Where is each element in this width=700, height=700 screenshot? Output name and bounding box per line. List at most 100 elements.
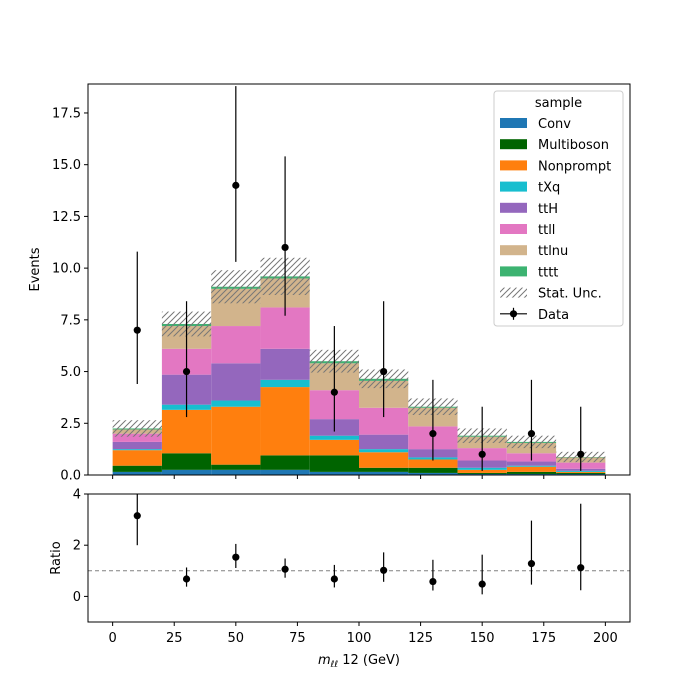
legend-item: ttll [500, 223, 555, 238]
data-point [182, 367, 191, 376]
legend-item: Stat. Unc. [500, 287, 602, 302]
legend-label: Nonprompt [538, 159, 611, 174]
bar-segment [457, 473, 507, 475]
x-tick-label: 125 [408, 631, 433, 646]
ratio-point [429, 577, 437, 586]
stat-unc-band [211, 270, 261, 304]
bar-segment [556, 472, 606, 474]
legend-label: Stat. Unc. [538, 287, 602, 302]
bar-segment [211, 464, 261, 470]
x-tick-label: 100 [347, 631, 372, 646]
legend-item: Conv [500, 117, 571, 132]
data-point [232, 181, 240, 189]
ratio-y-tick-label: 2 [73, 539, 81, 554]
bar-segment [260, 348, 310, 380]
bar-segment [309, 455, 359, 472]
legend-label: tXq [538, 181, 560, 196]
ratio-point [281, 565, 289, 573]
y-tick-label: 12.5 [52, 210, 81, 225]
y-tick-label: 7.5 [60, 313, 81, 328]
x-tick-label: 150 [470, 631, 495, 646]
data-point [380, 367, 388, 376]
bar-segment [408, 459, 458, 468]
data-point [281, 243, 289, 252]
bar-segment [161, 453, 212, 470]
legend-item: tttt [500, 265, 558, 280]
bar-segment [112, 450, 162, 466]
bar-segment [506, 461, 557, 466]
data-point [330, 388, 338, 396]
bar-segment [112, 465, 162, 472]
ratio-point [133, 512, 141, 520]
y-tick-label: 5.0 [60, 365, 81, 380]
ratio-point [182, 575, 191, 583]
bar-segment [457, 469, 507, 473]
legend-label: Conv [538, 117, 571, 132]
ratio-point [527, 560, 536, 568]
bar-segment [211, 326, 261, 364]
ratio-y-tick-label: 0 [73, 590, 81, 605]
data-point [527, 430, 536, 438]
legend-item: tXq [500, 181, 560, 196]
ratio-y-axis-title: Ratio [49, 541, 64, 574]
y-tick-label: 17.5 [52, 106, 81, 121]
y-tick-label: 2.5 [60, 417, 81, 432]
bar-segment [309, 435, 359, 440]
bar-segment [506, 466, 557, 472]
legend-label: ttll [538, 223, 555, 238]
ratio-plot: 0 2 4 0 25 50 75 100 125 150 175 200 Ratio mℓℓ 12 (Ge… [49, 488, 631, 670]
y-tick-label: 10.0 [52, 262, 81, 277]
bar-segment [506, 473, 557, 475]
bar-segment [309, 439, 359, 456]
y-tick-label: 0.0 [60, 469, 81, 484]
legend-swatch [500, 139, 527, 150]
bar-segment [112, 433, 162, 442]
x-axis-title: mℓℓ 12 (GeV) [318, 653, 400, 670]
series-multiboson [112, 453, 606, 474]
legend-swatch [500, 181, 527, 192]
series-conv [112, 469, 606, 475]
legend-title: sample [535, 96, 582, 111]
legend-item: Data [500, 307, 569, 323]
bar-segment [359, 452, 409, 468]
stat-unc-band [112, 420, 162, 437]
data-point [133, 326, 141, 334]
legend-swatch [500, 160, 527, 171]
legend-label: Multiboson [538, 138, 609, 153]
x-tick-label: 50 [228, 631, 245, 646]
x-tick-label: 175 [531, 631, 556, 646]
bar-segment [260, 469, 310, 475]
bar-segment [161, 409, 212, 454]
bar-segment [112, 449, 162, 451]
bar-segment [359, 449, 409, 453]
ratio-points [133, 494, 585, 595]
legend-swatch [500, 266, 527, 277]
legend: sample Conv Multiboson Nonprompt tXq ttH ttll t… [493, 90, 624, 327]
legend-label: tttt [538, 265, 558, 280]
legend-item: ttH [500, 202, 558, 217]
bar-segment [309, 471, 359, 475]
bar-segment [161, 469, 212, 475]
legend-label: ttH [538, 202, 558, 217]
bar-segment [211, 406, 261, 465]
ratio-y-tick-label: 4 [73, 488, 81, 503]
legend-swatch [500, 118, 527, 128]
bar-segment [408, 472, 458, 475]
x-axis-title-rest: 12 (GeV) [338, 653, 400, 668]
y-axis-title: Events [28, 247, 43, 291]
bar-segment [457, 472, 507, 474]
x-tick-label: 200 [593, 631, 618, 646]
legend-swatch [500, 287, 527, 298]
x-tick-label: 75 [289, 631, 306, 646]
ratio-point [478, 580, 486, 588]
x-axis-title-main: m [318, 653, 331, 668]
bar-segment [211, 363, 261, 401]
data-points [133, 86, 585, 471]
bar-segment [408, 467, 458, 473]
legend-item: ttlnu [500, 244, 568, 259]
ratio-point [577, 564, 585, 572]
bar-segment [506, 471, 557, 474]
bar-segment [211, 400, 261, 407]
bar-segment [556, 471, 606, 473]
x-tick-label: 25 [166, 631, 183, 646]
